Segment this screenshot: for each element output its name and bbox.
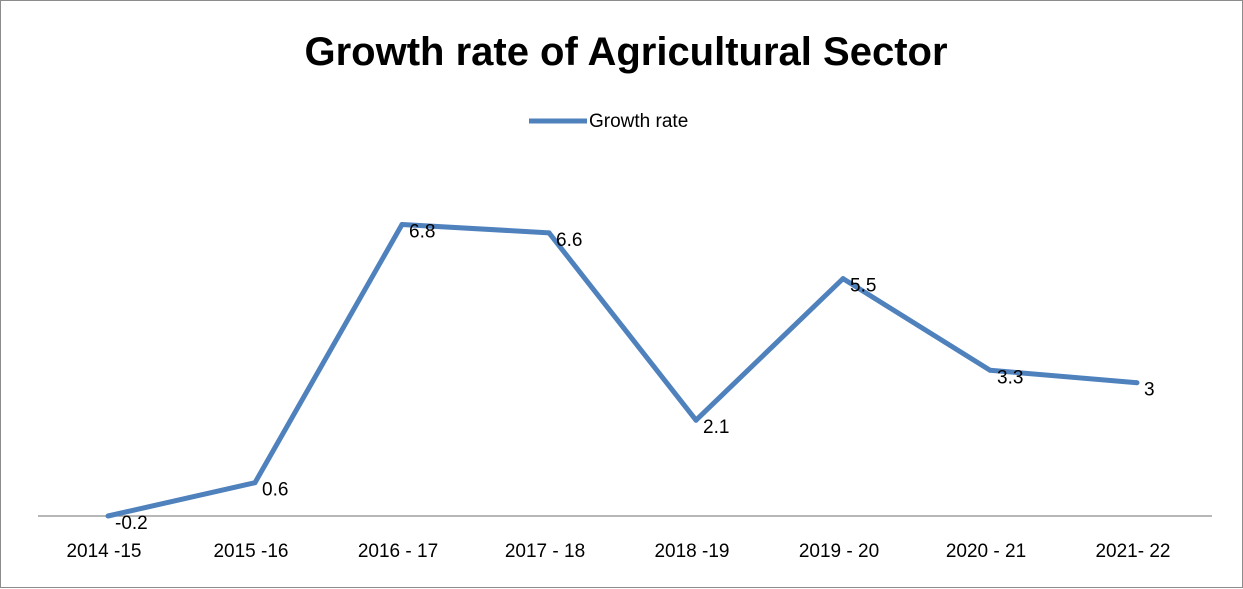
x-tick-label: 2017 - 18 [505, 541, 585, 562]
data-label: 5.5 [850, 276, 876, 297]
legend-label: Growth rate [589, 111, 688, 132]
plot-area: -0.2 0.6 6.8 6.6 2.1 5.5 3.3 3 2014 -15 2015 -16 2… [66, 222, 1170, 563]
chart-title: Growth rate of Agricultural Sector [304, 30, 947, 74]
data-label: -0.2 [115, 513, 148, 534]
data-label: 3 [1144, 380, 1155, 401]
data-point [693, 417, 699, 423]
x-tick-label: 2021- 22 [1095, 541, 1170, 562]
data-label: 2.1 [703, 417, 729, 438]
x-tick-label: 2018 -19 [654, 541, 729, 562]
data-point [546, 230, 552, 236]
data-label: 0.6 [262, 480, 288, 501]
data-point [105, 513, 111, 519]
data-point [1134, 380, 1140, 386]
x-tick-label: 2020 - 21 [946, 541, 1026, 562]
data-point [840, 276, 846, 282]
x-tick-label: 2014 -15 [66, 541, 141, 562]
data-label: 6.8 [409, 222, 435, 243]
data-point [252, 480, 258, 486]
legend: Growth rate [529, 111, 688, 132]
data-label: 6.6 [556, 230, 582, 251]
series-line-growth-rate [107, 222, 1138, 519]
data-label: 3.3 [997, 367, 1023, 388]
data-point [399, 222, 405, 227]
x-tick-label: 2019 - 20 [799, 541, 879, 562]
x-tick-label: 2015 -16 [213, 541, 288, 562]
x-tick-label: 2016 - 17 [358, 541, 438, 562]
data-point [987, 367, 993, 373]
